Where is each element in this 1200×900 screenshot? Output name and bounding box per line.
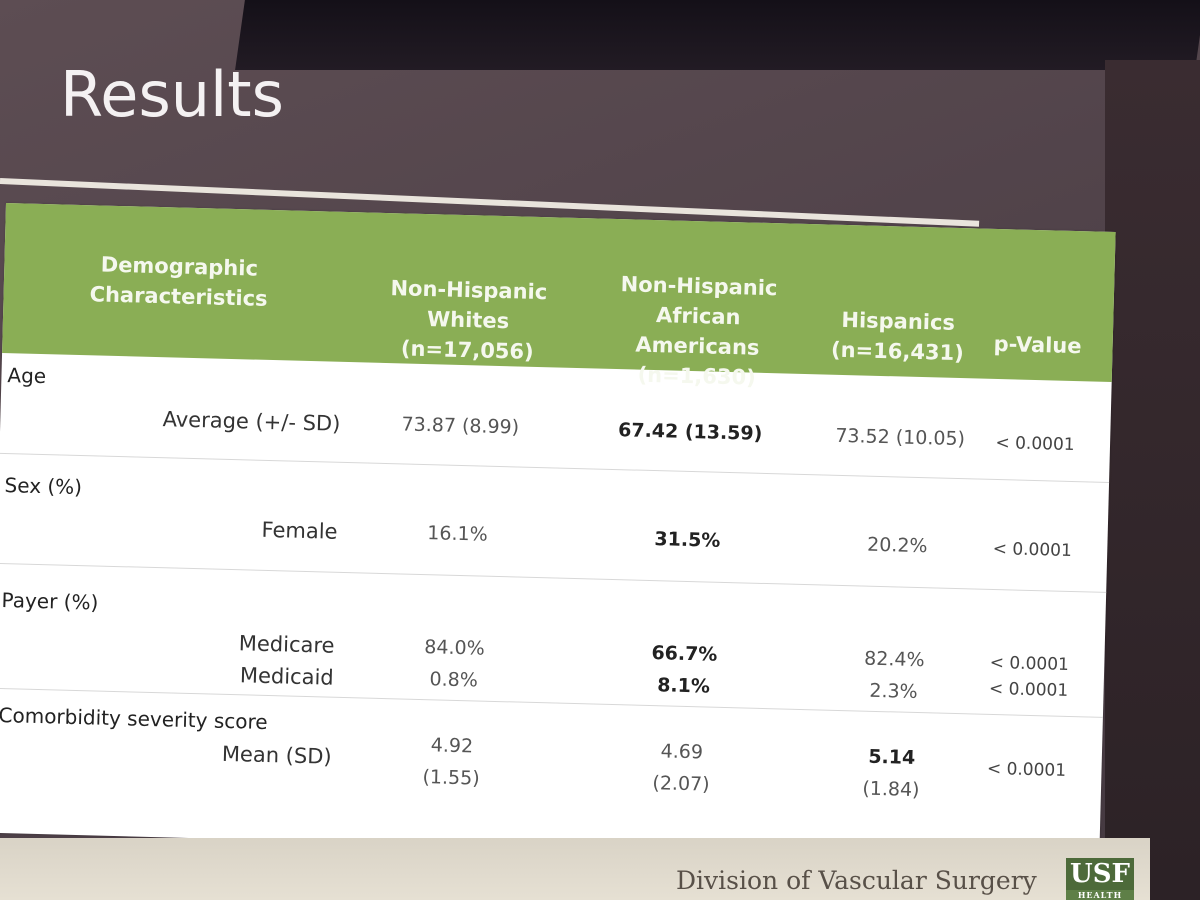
footer-division-text: Division of Vascular Surgery <box>676 866 1037 895</box>
slide-title: Results <box>60 58 284 131</box>
row-age-label: Age <box>7 363 47 389</box>
cell-comorb-aa-sd: (2.07) <box>652 772 710 796</box>
cell-age-whites: 73.87 (8.99) <box>401 413 520 439</box>
row-comorbidity-label: Comorbidity severity score <box>0 702 268 735</box>
cell-medicaid-aa: 8.1% <box>656 674 711 698</box>
table-header: Demographic Characteristics Non-Hispanic… <box>2 203 1116 390</box>
results-table: Demographic Characteristics Non-Hispanic… <box>0 203 1116 862</box>
projector-dark-region <box>235 0 1200 70</box>
header-hisp-line1: Hispanics <box>841 307 956 335</box>
header-whites: Non-Hispanic Whites (n=17,056) <box>362 272 574 367</box>
logo-subtext: HEALTH <box>1066 890 1134 900</box>
row-comorbidity-sub: Mean (SD) <box>221 741 332 769</box>
row-divider <box>0 452 1110 483</box>
cell-sex-whites: 16.1% <box>427 522 488 546</box>
cell-comorb-whites-sd: (1.55) <box>422 766 480 790</box>
row-age-sub: Average (+/- SD) <box>162 407 341 436</box>
cell-medicaid-whites: 0.8% <box>429 668 479 692</box>
table-body: Age Average (+/- SD) 73.87 (8.99) 67.42 … <box>0 353 1112 862</box>
cell-comorb-p: < 0.0001 <box>986 758 1067 781</box>
cell-sex-p: < 0.0001 <box>992 538 1073 562</box>
header-whites-line2: Whites (n=17,056) <box>400 307 534 364</box>
header-demographic: Demographic Characteristics <box>63 249 294 315</box>
row-payer-medicare: Medicare <box>238 631 335 658</box>
cell-medicaid-hisp: 2.3% <box>869 679 918 704</box>
logo-text: USF <box>1070 859 1130 889</box>
row-sex-label: Sex (%) <box>4 473 83 500</box>
header-whites-line1: Non-Hispanic <box>390 276 548 305</box>
slide-footer <box>0 838 1150 900</box>
cell-medicaid-p: < 0.0001 <box>988 678 1069 701</box>
cell-sex-hisp: 20.2% <box>866 533 928 558</box>
header-demo-line2: Characteristics <box>89 282 268 311</box>
cell-comorb-whites-mean: 4.92 <box>430 734 474 758</box>
header-hispanics: Hispanics (n=16,431) <box>822 304 974 368</box>
row-sex-sub: Female <box>261 517 338 544</box>
cell-medicare-p: < 0.0001 <box>989 652 1070 675</box>
cell-age-hisp: 73.52 (10.05) <box>835 424 966 451</box>
usf-health-logo: USF HEALTH <box>1066 858 1134 900</box>
cell-comorb-hisp-sd: (1.84) <box>862 777 920 802</box>
header-hisp-line2: (n=16,431) <box>830 337 965 366</box>
cell-medicare-hisp: 82.4% <box>863 647 925 672</box>
header-pvalue: p-Value <box>993 331 1082 359</box>
projector-edge <box>1105 60 1200 900</box>
header-aa-line1: Non-Hispanic <box>620 272 778 301</box>
cell-medicare-aa: 66.7% <box>651 642 718 666</box>
cell-sex-aa: 31.5% <box>654 528 721 552</box>
cell-medicare-whites: 84.0% <box>424 636 485 660</box>
header-aa-line2: African Americans <box>635 303 760 360</box>
cell-comorb-hisp-mean: 5.14 <box>868 745 916 769</box>
row-payer-medicaid: Medicaid <box>239 663 334 690</box>
row-divider <box>0 562 1107 593</box>
cell-age-p: < 0.0001 <box>995 432 1075 456</box>
row-payer-label: Payer (%) <box>1 588 99 615</box>
cell-age-aa: 67.42 (13.59) <box>617 419 763 445</box>
cell-comorb-aa-mean: 4.69 <box>660 740 704 764</box>
